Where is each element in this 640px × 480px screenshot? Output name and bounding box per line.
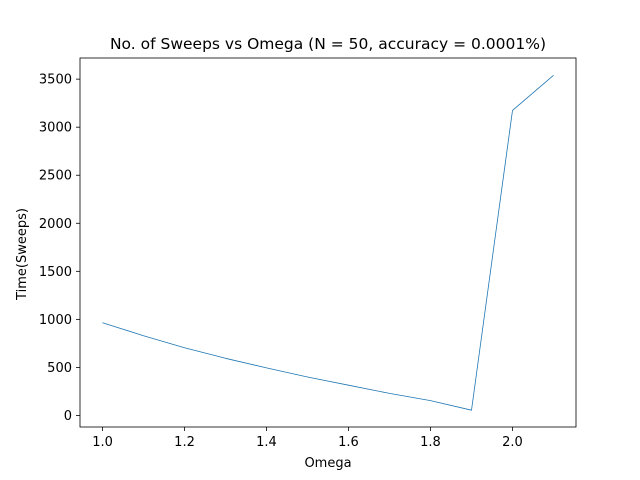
plot-area: [79, 57, 577, 428]
chart-title: No. of Sweeps vs Omega (N = 50, accuracy…: [110, 35, 546, 53]
y-axis-label: Time(Sweeps): [15, 208, 30, 301]
x-tick-label: 1.0: [92, 435, 113, 450]
y-tick-label: 3500: [39, 73, 72, 88]
x-axis: 1.0 1.2 1.4 1.6 1.8 2.0: [92, 427, 523, 450]
y-tick-label: 2000: [39, 217, 72, 232]
y-tick-label: 500: [47, 361, 72, 376]
y-tick-label: 1000: [39, 313, 72, 328]
x-tick-label: 2.0: [502, 435, 523, 450]
x-axis-label: Omega: [304, 456, 351, 471]
y-axis: 0 500 1000 1500 2000 2500 3000 3500: [39, 73, 80, 424]
y-tick-label: 3000: [39, 121, 72, 136]
x-tick-label: 1.2: [174, 435, 195, 450]
y-tick-label: 0: [64, 409, 72, 424]
plot-frame: [79, 57, 577, 428]
x-tick-label: 1.6: [338, 435, 359, 450]
x-tick-label: 1.8: [420, 435, 441, 450]
y-tick-label: 1500: [39, 265, 72, 280]
y-tick-label: 2500: [39, 169, 72, 184]
series-layer: [102, 74, 554, 411]
x-tick-label: 1.4: [256, 435, 277, 450]
series-line-0: [102, 74, 554, 411]
